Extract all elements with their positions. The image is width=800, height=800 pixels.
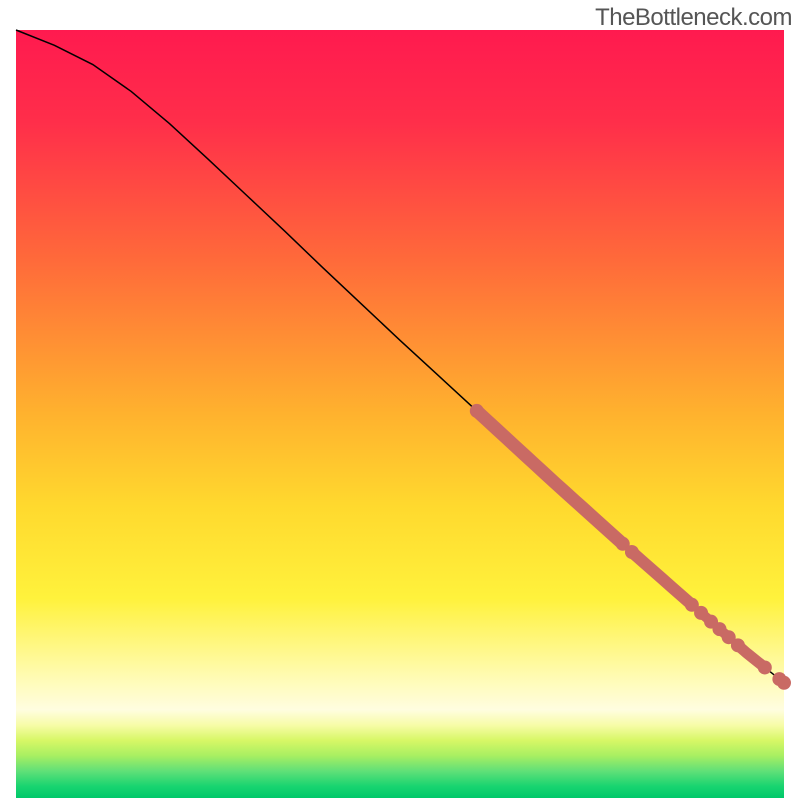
marker-cap bbox=[731, 638, 745, 652]
marker-cap bbox=[758, 660, 772, 674]
marker-cap bbox=[777, 676, 791, 690]
marker-cap bbox=[625, 545, 639, 559]
watermark-label: TheBottleneck.com bbox=[595, 4, 792, 32]
marker-cap bbox=[470, 404, 484, 418]
plot-background bbox=[16, 30, 784, 798]
gradient-chart bbox=[0, 0, 800, 800]
chart-container: TheBottleneck.com bbox=[0, 0, 800, 800]
